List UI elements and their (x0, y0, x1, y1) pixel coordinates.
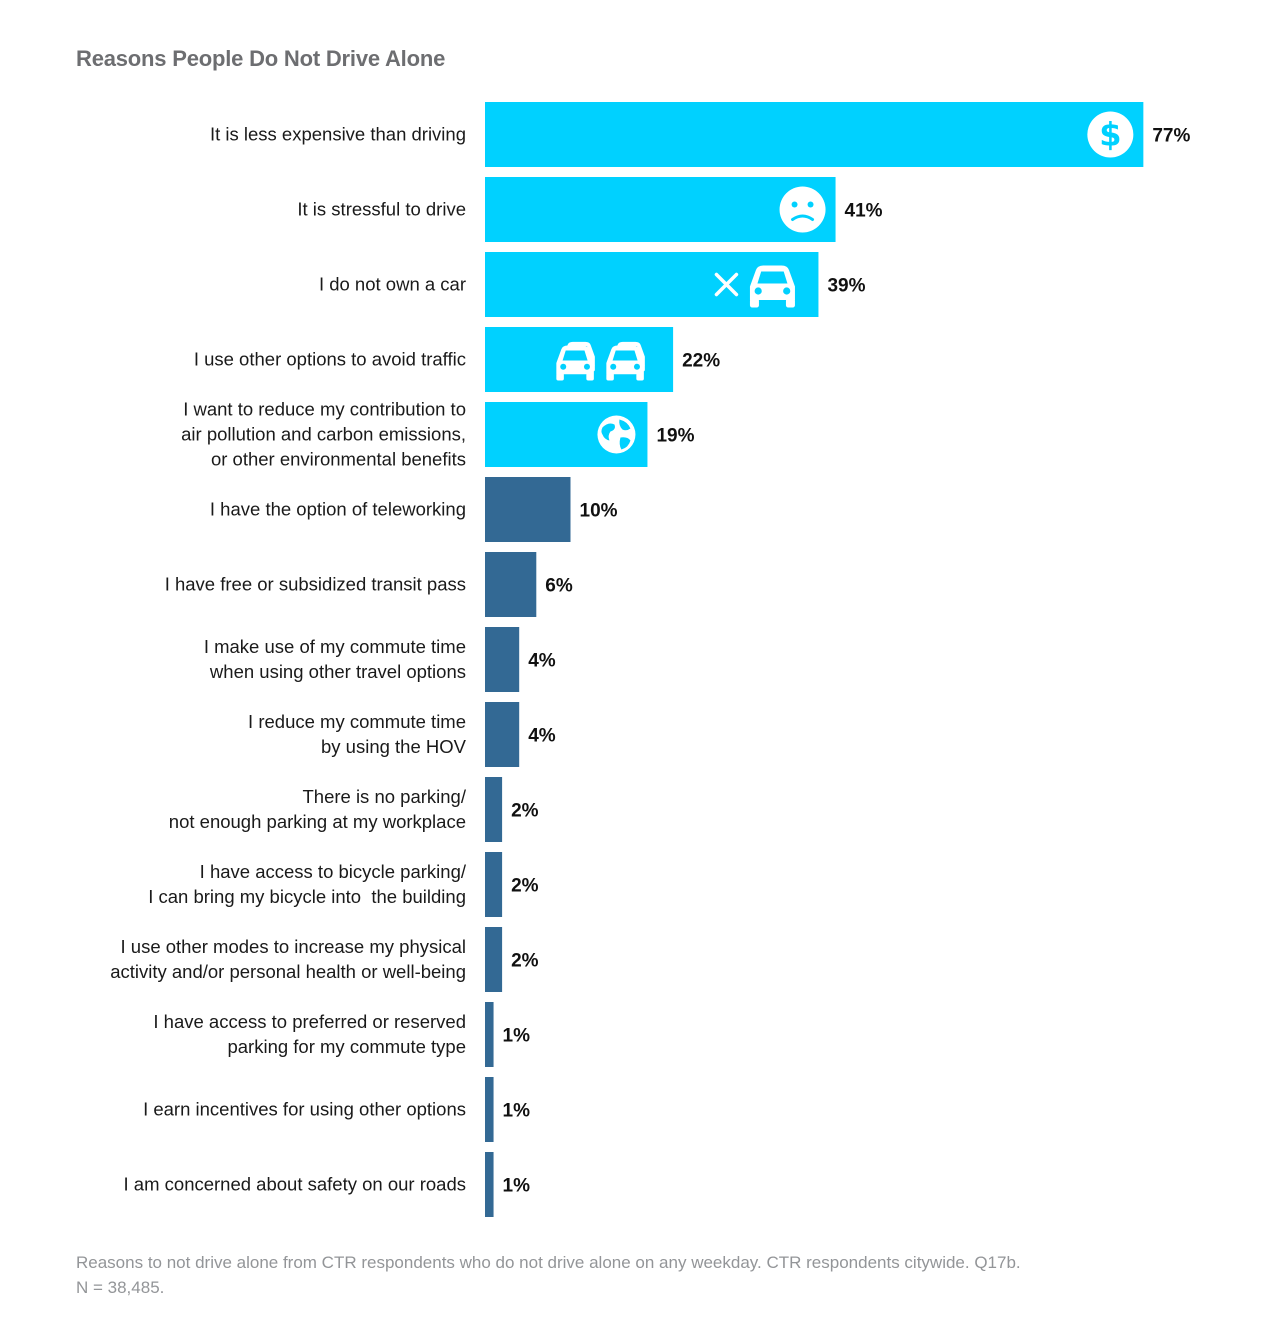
category-label: I want to reduce my contribution to (183, 399, 466, 420)
value-label: 41% (845, 201, 883, 222)
category-label: I can bring my bicycle into the building (148, 886, 466, 907)
value-label: 39% (827, 276, 865, 297)
value-label: 2% (511, 951, 539, 972)
category-label: There is no parking/ (302, 786, 466, 807)
category-label: I use other options to avoid traffic (194, 349, 466, 370)
category-label: I earn incentives for using other option… (143, 1099, 466, 1120)
bar (485, 702, 520, 767)
category-label: I make use of my commute time (204, 636, 466, 657)
bar (485, 777, 503, 842)
bar (485, 552, 537, 617)
category-label: I have free or subsidized transit pass (165, 574, 466, 595)
traffic-cars-icon (556, 341, 645, 381)
category-label: I use other modes to increase my physica… (121, 936, 467, 957)
value-label: 77% (1152, 126, 1190, 147)
no-car-icon (714, 265, 795, 308)
bar (485, 102, 1144, 167)
category-label: when using other travel options (209, 661, 466, 682)
dollar-icon: $ (1087, 111, 1134, 158)
bar (485, 1152, 494, 1217)
value-label: 19% (656, 426, 694, 447)
value-label: 22% (682, 351, 720, 372)
svg-text:$: $ (1099, 116, 1121, 154)
value-label: 4% (528, 651, 556, 672)
value-label: 1% (503, 1026, 531, 1047)
category-label: I do not own a car (319, 274, 466, 295)
globe-icon (597, 415, 636, 454)
bar (485, 1002, 494, 1067)
category-label: parking for my commute type (227, 1036, 466, 1057)
footnote-line-1: Reasons to not drive alone from CTR resp… (76, 1253, 1021, 1272)
bar (485, 852, 503, 917)
footnote-line-2: N = 38,485. (76, 1278, 165, 1297)
category-label: air pollution and carbon emissions, (181, 424, 466, 445)
value-label: 2% (511, 801, 539, 822)
bar (485, 627, 520, 692)
sad-face-icon (779, 186, 826, 233)
bar (485, 477, 571, 542)
category-label: I have access to preferred or reserved (153, 1011, 466, 1032)
bar (485, 1077, 494, 1142)
category-label: I am concerned about safety on our roads (124, 1174, 466, 1195)
category-label: activity and/or personal health or well-… (110, 961, 466, 982)
footnote: Reasons to not drive alone from CTR resp… (76, 1250, 1196, 1300)
category-label: It is stressful to drive (297, 199, 466, 220)
bar (485, 177, 836, 242)
chart-title: Reasons People Do Not Drive Alone (76, 46, 446, 71)
value-label: 4% (528, 726, 556, 747)
category-label: I have the option of teleworking (210, 499, 466, 520)
category-label: I have access to bicycle parking/ (200, 861, 467, 882)
category-label: by using the HOV (321, 736, 467, 757)
bar-chart: $77% It is less expensive than driving 41%… (110, 102, 1190, 1217)
category-label: or other environmental benefits (211, 449, 466, 470)
bar (485, 927, 503, 992)
value-label: 10% (580, 501, 618, 522)
value-label: 1% (503, 1176, 531, 1197)
category-label: not enough parking at my workplace (169, 811, 466, 832)
category-label: I reduce my commute time (248, 711, 466, 732)
value-label: 6% (545, 576, 573, 597)
value-label: 2% (511, 876, 539, 897)
value-label: 1% (503, 1101, 531, 1122)
category-label: It is less expensive than driving (210, 124, 466, 145)
